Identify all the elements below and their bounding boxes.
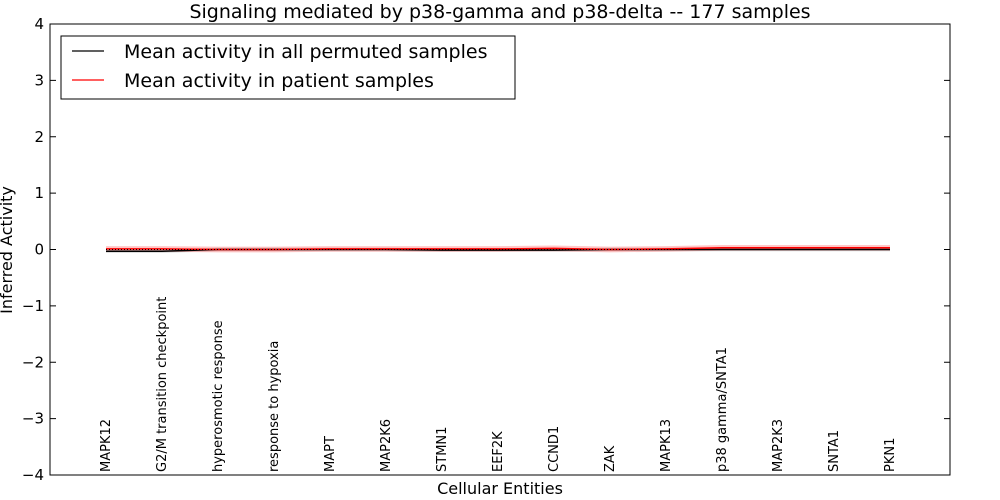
x-axis-entity-labels: MAPK12 G2/M transition checkpoint hyperosm… <box>99 297 898 472</box>
line-series-1 <box>106 247 890 251</box>
legend-label-patient: Mean activity in patient samples <box>124 70 434 92</box>
y-axis: 4 3 2 1 0 −1 −2 −3 −4 <box>22 15 950 484</box>
y-tick-label-7: −3 <box>22 410 44 428</box>
y-tick-label-5: −1 <box>22 297 44 315</box>
x-axis-label: Cellular Entities <box>437 479 563 498</box>
entity-label-5: MAP2K6 <box>379 419 394 472</box>
legend: Mean activity in all permuted samples Me… <box>60 35 516 100</box>
entity-label-8: CCND1 <box>547 426 562 472</box>
y-tick-label-3: 1 <box>34 184 44 202</box>
entity-label-7: EEF2K <box>491 431 506 472</box>
chart-title: Signaling mediated by p38-gamma and p38-… <box>189 1 810 23</box>
entity-label-3: response to hypoxia <box>267 341 282 472</box>
series-lines <box>106 247 890 252</box>
entity-label-10: MAPK13 <box>659 419 674 472</box>
legend-label-permuted: Mean activity in all permuted samples <box>124 41 487 63</box>
entity-label-0: MAPK12 <box>99 419 114 472</box>
entity-label-13: SNTA1 <box>827 430 842 472</box>
entity-label-9: ZAK <box>603 445 618 472</box>
entity-label-6: STMN1 <box>435 427 450 472</box>
y-tick-label-0: 4 <box>34 15 44 33</box>
y-axis-label: Inferred Activity <box>0 186 16 314</box>
entity-label-11: p38 gamma/SNTA1 <box>715 347 730 472</box>
entity-label-2: hyperosmotic response <box>211 320 226 472</box>
y-tick-label-8: −4 <box>22 466 44 484</box>
entity-label-4: MAPT <box>323 436 338 472</box>
y-tick-label-2: 2 <box>34 128 44 146</box>
y-tick-label-4: 0 <box>34 241 44 259</box>
entity-label-1: G2/M transition checkpoint <box>155 297 170 472</box>
y-tick-label-1: 3 <box>34 71 44 89</box>
entity-label-12: MAP2K3 <box>771 419 786 472</box>
entity-label-14: PKN1 <box>883 438 898 472</box>
legend-box <box>60 35 516 100</box>
y-tick-label-6: −2 <box>22 353 44 371</box>
